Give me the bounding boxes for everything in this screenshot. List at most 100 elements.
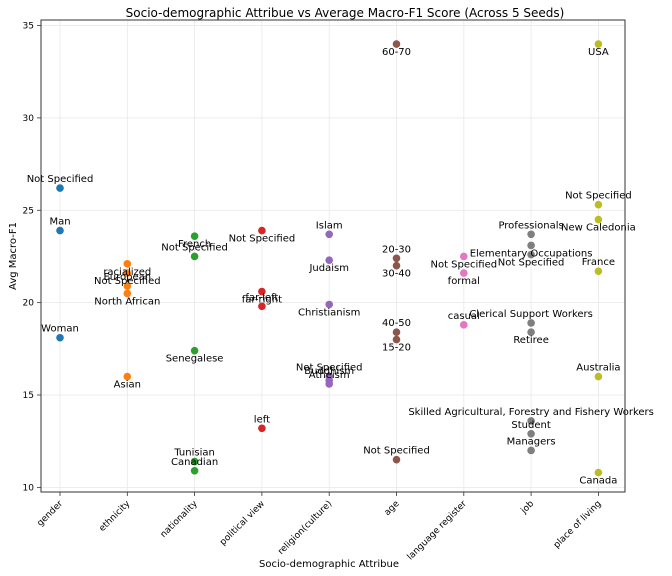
point-place-of-living-france — [594, 267, 603, 276]
y-axis-label: Avg Macro-F1 — [8, 222, 19, 290]
point-label-job-professionals: Professionals — [498, 220, 563, 231]
y-tick-label: 20 — [23, 299, 35, 309]
point-label-religion-culture-christianism: Christianism — [298, 307, 360, 318]
point-label-religion-culture-atheism: Atheism — [309, 370, 350, 381]
point-label-job-not-specified: Not Specified — [498, 258, 565, 269]
point-age-40-50 — [392, 328, 401, 337]
point-label-job-retiree: Retiree — [513, 335, 549, 346]
point-label-gender-woman: Woman — [41, 324, 79, 335]
point-job-managers — [527, 446, 535, 455]
x-tick-label-ethnicity: ethnicity — [98, 499, 133, 534]
point-label-job-clerical-support-workers: Clerical Support Workers — [469, 309, 593, 320]
point-label-age-20-30: 20-30 — [382, 244, 411, 255]
point-job-not-specified — [527, 250, 535, 259]
point-label-place-of-living-canada: Canada — [579, 476, 617, 487]
point-ethnicity-european — [123, 282, 132, 290]
y-tick-label: 30 — [23, 114, 35, 124]
point-job-skilled-agricultural-forestry-and-fishery-workers — [527, 417, 535, 425]
point-political-view-far-right — [258, 287, 266, 296]
point-religion-culture-islam — [325, 230, 334, 239]
point-nationality-canadian — [190, 466, 199, 475]
point-gender-not-specified — [56, 184, 64, 192]
point-label-political-view-left: left — [254, 414, 270, 425]
x-tick-label-language-register: language register — [406, 499, 469, 562]
point-label-political-view-far-left: far-left — [245, 292, 278, 303]
point-religion-culture-christianism — [325, 300, 334, 309]
point-label-job-student: Student — [511, 420, 550, 431]
point-place-of-living-canada — [594, 468, 603, 477]
point-place-of-living-australia — [594, 372, 603, 381]
point-language-register-casual — [460, 321, 468, 329]
point-age-20-30 — [392, 254, 401, 263]
point-label-nationality-tunisian: Tunisian — [173, 448, 215, 459]
point-place-of-living-not-specified — [594, 200, 603, 209]
point-job-student — [527, 430, 535, 438]
x-tick-label-age: age — [383, 499, 402, 518]
point-label-place-of-living-australia: Australia — [576, 363, 620, 374]
point-label-place-of-living-not-specified: Not Specified — [565, 191, 632, 202]
point-label-age-15-20: 15-20 — [382, 343, 411, 354]
y-tick-label: 35 — [23, 22, 34, 32]
point-label-gender-man: Man — [49, 217, 70, 228]
point-religion-culture-judaism — [325, 256, 334, 264]
point-gender-man — [56, 226, 64, 235]
point-nationality-senegalese — [190, 346, 199, 355]
point-place-of-living-new-caledonia — [594, 215, 603, 224]
point-age-30-40 — [392, 261, 401, 270]
point-label-political-view-not-specified: Not Specified — [229, 234, 296, 245]
x-tick-label-political-view: political view — [218, 499, 267, 548]
point-label-age-not-specified: Not Specified — [363, 446, 430, 457]
point-label-nationality-senegalese: Senegalese — [166, 354, 224, 365]
point-label-language-register-formal: formal — [448, 276, 480, 287]
point-gender-woman — [56, 333, 64, 342]
point-nationality-french — [190, 232, 199, 240]
point-label-nationality-not-specified: Not Specified — [161, 242, 228, 253]
point-nationality-not-specified — [190, 252, 199, 261]
x-tick-label-gender: gender — [35, 499, 65, 529]
point-label-religion-culture-islam: Islam — [316, 220, 343, 231]
point-label-place-of-living-new-caledonia: New Caledonia — [561, 223, 636, 234]
point-label-age-60-70: 60-70 — [382, 47, 411, 58]
point-label-ethnicity-european: European — [103, 272, 151, 283]
axes: 10 15 20 25 30 35 gender ethnicity nationality po… — [23, 22, 604, 563]
point-political-view-far-left — [258, 302, 266, 311]
point-ethnicity-north-african — [123, 289, 132, 298]
point-ethnicity-asian — [123, 372, 132, 381]
point-label-nationality-canadian: Canadian — [171, 457, 218, 468]
data-points — [56, 40, 603, 477]
point-job-clerical-support-workers — [527, 319, 535, 327]
point-label-religion-culture-judaism: Judaism — [308, 263, 349, 274]
point-job-professionals — [527, 230, 535, 239]
point-label-place-of-living-usa: USA — [588, 47, 609, 58]
point-ethnicity-not-specified — [123, 269, 132, 277]
y-tick-label: 10 — [23, 483, 35, 493]
point-label-gender-not-specified: Not Specified — [27, 174, 94, 185]
point-job-retiree — [527, 328, 535, 337]
point-language-register-not-specified — [460, 252, 468, 261]
point-label-language-register-casual: casual — [448, 311, 480, 322]
point-political-view-left — [258, 424, 266, 433]
point-label-nationality-french: French — [178, 239, 211, 250]
point-label-religion-culture-not-specified: Not Specified — [296, 363, 363, 374]
point-nationality-tunisian — [190, 457, 199, 466]
point-job-elementary-occupations — [527, 241, 535, 250]
point-place-of-living-usa — [594, 40, 603, 48]
x-tick-label-place-of-living: place of living — [552, 499, 604, 551]
point-political-view-not-specified — [258, 226, 266, 235]
chart-title: Socio-demographic Attribue vs Average Ma… — [126, 6, 565, 20]
x-tick-label-nationality: nationality — [159, 499, 200, 540]
point-label-job-managers: Managers — [507, 436, 556, 447]
point-language-register-formal — [460, 269, 468, 277]
point-label-religion-culture-buddhism: Buddhism — [304, 366, 354, 377]
point-label-language-register-not-specified: Not Specified — [430, 259, 497, 270]
point-label-ethnicity-not-specified: Not Specified — [94, 276, 161, 287]
y-tick-label: 25 — [23, 206, 34, 216]
y-tick-label: 15 — [23, 391, 34, 401]
point-age-15-20 — [392, 335, 401, 344]
plot-frame — [40, 19, 626, 493]
point-religion-culture-atheism — [325, 380, 334, 388]
x-axis-label: Socio-demographic Attribue — [259, 559, 399, 570]
point-label-age-30-40: 30-40 — [382, 269, 411, 280]
